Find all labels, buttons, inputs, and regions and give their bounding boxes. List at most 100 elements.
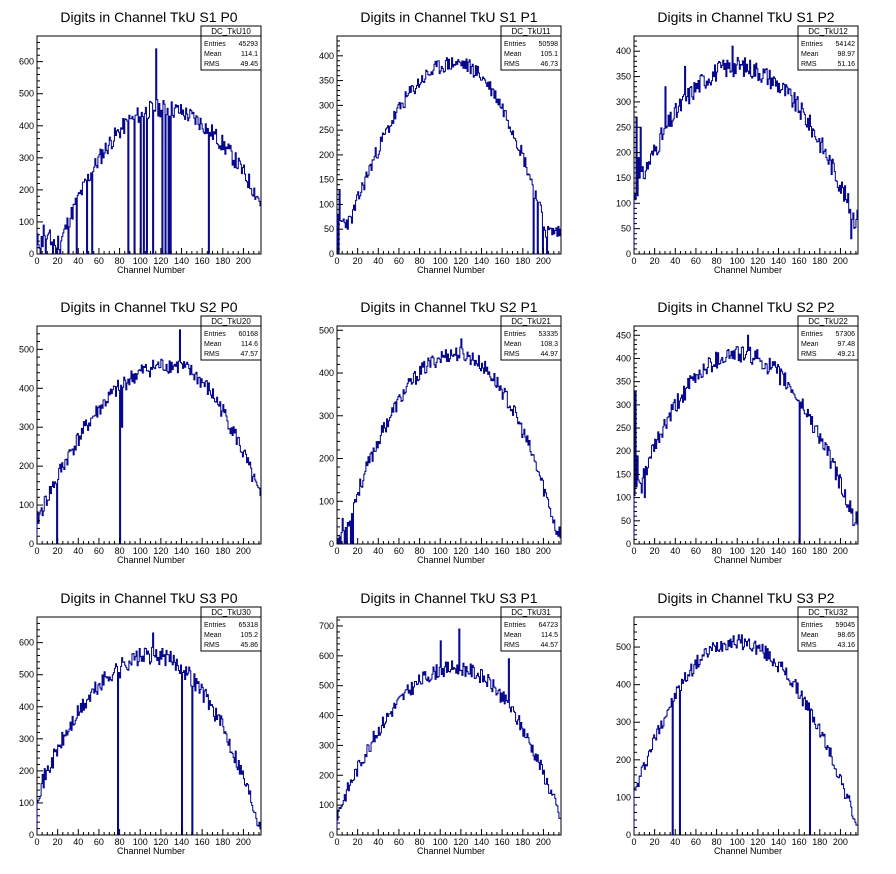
x-tick-label: 100 [133,546,148,556]
stats-value-mean: 114.1 [241,51,258,58]
x-tick-label: 20 [353,837,363,847]
stats-value-rms: 47.57 [240,351,258,358]
stats-label-mean: Mean [204,632,222,639]
x-tick-label: 180 [515,256,530,266]
x-tick-label: 140 [174,837,189,847]
panel-title: Digits in Channel TkU S2 P0 [60,299,237,315]
y-tick-label: 600 [19,638,34,648]
histogram-line [36,48,261,255]
histogram-panel-p10: Digits in Channel TkU S1 P0 0 20 40 60 80 100 1… [19,9,262,275]
stats-value-rms: 44.97 [540,351,558,358]
stats-value-mean: 108.3 [540,341,558,348]
x-tick-label: 80 [115,837,125,847]
stats-label-entries: Entries [504,41,526,48]
y-tick-label: 150 [616,173,631,183]
stats-label-mean: Mean [504,51,522,58]
y-tick-label: 100 [19,798,34,808]
stats-box: DC_TkU31 Entries 64723 Mean 114.5 RMS 44.57 [500,606,562,652]
y-tick-label: 0 [29,539,34,549]
stats-name: DC_TkU22 [808,317,848,326]
stats-value-entries: 65318 [239,622,259,629]
y-tick-label: 700 [319,621,334,631]
stats-box: DC_TkU11 Entries 50598 Mean 105.1 RMS 46.73 [500,25,562,71]
x-tick-label: 180 [215,546,230,556]
x-tick-label: 40 [73,256,83,266]
y-tick-label: 200 [319,770,334,780]
x-tick-label: 140 [474,546,489,556]
histogram-line [633,45,858,254]
y-tick-label: 500 [19,670,34,680]
histogram-line [336,57,561,255]
x-tick-label: 60 [94,546,104,556]
stats-name: DC_TkU11 [512,27,552,36]
stats-label-rms: RMS [204,642,220,649]
y-tick-label: 100 [319,496,334,506]
stats-box: DC_TkU21 Entries 53335 Mean 108.3 RMS 44.97 [500,315,562,361]
x-tick-label: 100 [433,837,448,847]
x-axis-label: Channel Number [117,265,185,275]
x-tick-label: 60 [394,546,404,556]
panel-title: Digits in Channel TkU S2 P1 [360,299,537,315]
x-tick-label: 180 [812,546,827,556]
y-tick-label: 500 [319,681,334,691]
stats-value-mean: 114.6 [241,341,258,348]
x-tick-label: 40 [73,546,83,556]
y-tick-label: 200 [319,454,334,464]
x-tick-label: 140 [771,256,786,266]
stats-value-mean: 114.5 [541,632,558,639]
histogram-panel-p11: Digits in Channel TkU S1 P1 0 20 40 60 80 100 1… [319,9,562,275]
stats-value-rms: 46.73 [540,61,558,68]
stats-name: DC_TkU30 [211,608,251,617]
x-tick-label: 120 [153,546,168,556]
histogram-panel-p31: Digits in Channel TkU S3 P1 0 20 40 60 80 100 1… [319,590,562,856]
x-tick-label: 60 [94,256,104,266]
x-axis-label: Channel Number [714,265,782,275]
y-tick-label: 500 [319,325,334,335]
stats-box: DC_TkU10 Entries 45293 Mean 114.1 RMS 49.45 [200,25,262,71]
stats-label-mean: Mean [801,51,819,58]
y-tick-label: 400 [319,368,334,378]
x-axis-label: Channel Number [417,555,485,565]
x-tick-label: 60 [691,837,701,847]
plot-frame [633,616,859,836]
x-tick-label: 160 [495,256,510,266]
x-tick-label: 120 [750,837,765,847]
x-tick-label: 120 [153,256,168,266]
y-tick-label: 400 [19,702,34,712]
stats-label-mean: Mean [204,51,222,58]
y-tick-label: 50 [621,516,631,526]
histogram-line [336,338,561,545]
plot-frame [633,35,859,255]
stats-label-rms: RMS [504,642,520,649]
x-tick-label: 20 [650,837,660,847]
y-tick-label: 400 [319,711,334,721]
x-tick-label: 180 [215,837,230,847]
y-tick-label: 350 [319,76,334,86]
x-tick-label: 160 [195,546,210,556]
x-tick-label: 0 [34,256,39,266]
y-tick-label: 0 [329,249,334,259]
x-tick-label: 40 [670,256,680,266]
x-tick-label: 60 [94,837,104,847]
stats-value-mean: 98.65 [837,632,855,639]
x-tick-label: 80 [415,837,425,847]
y-tick-label: 0 [626,539,631,549]
x-tick-label: 120 [453,256,468,266]
panel-title: Digits in Channel TkU S1 P0 [60,9,237,25]
x-tick-label: 180 [515,837,530,847]
x-tick-label: 140 [174,546,189,556]
stats-name: DC_TkU12 [808,27,848,36]
x-tick-label: 20 [353,546,363,556]
stats-label-mean: Mean [504,632,522,639]
x-tick-label: 120 [750,256,765,266]
stats-value-rms: 44.57 [540,642,558,649]
y-tick-label: 300 [19,153,34,163]
y-tick-label: 250 [616,423,631,433]
stats-label-rms: RMS [801,351,817,358]
x-tick-label: 140 [474,256,489,266]
x-tick-label: 200 [236,837,251,847]
stats-value-mean: 105.2 [240,632,258,639]
x-tick-label: 120 [750,546,765,556]
y-tick-label: 400 [319,51,334,61]
